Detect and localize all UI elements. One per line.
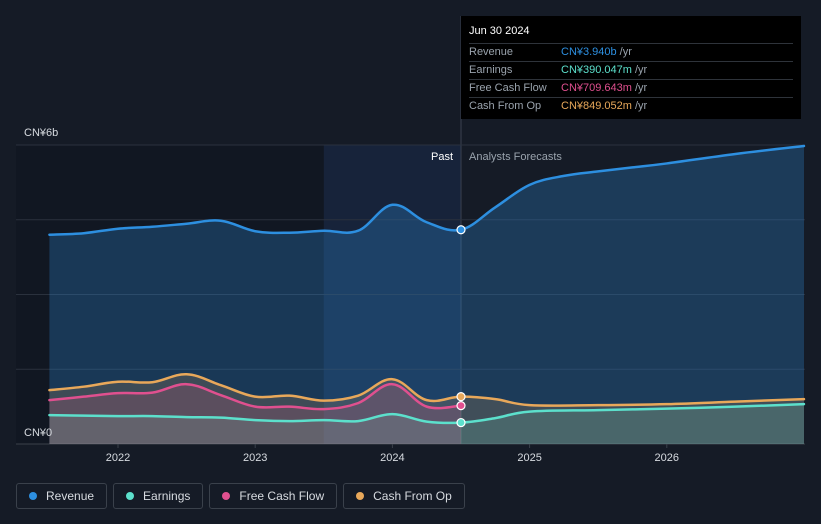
tooltip-row-unit: /yr	[634, 64, 648, 76]
legend-dot-icon	[29, 492, 37, 500]
tooltip-row-label: Earnings	[469, 64, 513, 76]
legend: Revenue Earnings Free Cash Flow Cash From O…	[16, 483, 465, 509]
y-label-bottom: CN¥0	[24, 427, 52, 439]
tooltip-row-value: CN¥849.052m	[561, 100, 632, 112]
earnings-area	[49, 404, 804, 444]
revenue-area	[49, 145, 804, 444]
revenue-line	[48, 144, 806, 236]
x-tick-label: 2026	[655, 452, 679, 464]
gridlines	[16, 144, 805, 445]
tooltip: Jun 30 2024 Revenue CN¥3.940b/yr Earnings C…	[461, 16, 801, 119]
series-areas	[49, 145, 804, 444]
legend-label: Revenue	[46, 489, 95, 503]
tooltip-row-unit: /yr	[619, 46, 632, 58]
free-cash-flow-area	[49, 384, 462, 444]
legend-item-free-cash-flow[interactable]: Free Cash Flow	[209, 483, 338, 509]
earnings-marker	[456, 417, 466, 428]
legend-dot-icon	[222, 492, 231, 500]
x-tick-label: 2024	[380, 452, 404, 464]
x-tick-label: 2022	[106, 452, 130, 464]
legend-dot-icon	[356, 492, 365, 500]
tooltip-row-value: CN¥390.047m	[561, 64, 632, 76]
legend-item-revenue[interactable]: Revenue	[16, 483, 108, 509]
tooltip-row: Cash From Op CN¥849.052m/yr	[469, 97, 793, 115]
tooltip-row: Revenue CN¥3.940b/yr	[469, 43, 793, 61]
legend-dot-icon	[126, 492, 135, 500]
free-cash-flow-marker	[456, 401, 466, 411]
cash-from-op-line	[48, 372, 806, 407]
tooltip-row: Earnings CN¥390.047m/yr	[469, 61, 793, 79]
tooltip-row-unit: /yr	[634, 100, 648, 112]
tooltip-row-label: Revenue	[469, 46, 514, 58]
x-tick-label: 2025	[517, 452, 541, 464]
legend-item-cash-from-op[interactable]: Cash From Op	[343, 483, 465, 509]
legend-item-earnings[interactable]: Earnings	[113, 483, 204, 509]
tooltip-date: Jun 30 2024	[469, 25, 530, 37]
x-axis: 2022 2023 2024 2025 2026	[106, 444, 679, 464]
earnings-line	[48, 402, 806, 425]
tooltip-row: Free Cash Flow CN¥709.643m/yr	[469, 79, 793, 97]
free-cash-flow-line	[48, 382, 463, 411]
legend-label: Cash From Op	[373, 489, 452, 503]
tooltip-row-label: Free Cash Flow	[469, 82, 547, 94]
tooltip-row-label: Cash From Op	[469, 100, 542, 112]
revenue-marker	[456, 225, 466, 235]
legend-label: Free Cash Flow	[239, 489, 325, 503]
past-label: Past	[431, 151, 453, 163]
tooltip-row-unit: /yr	[634, 82, 648, 94]
tooltip-row-value: CN¥3.940b	[561, 46, 617, 58]
cash-from-op-marker	[456, 392, 466, 402]
x-tick-label: 2023	[243, 452, 267, 464]
tooltip-row-value: CN¥709.643m	[561, 82, 632, 94]
y-label-top: CN¥6b	[24, 127, 58, 139]
legend-label: Earnings	[143, 489, 191, 503]
forecast-label: Analysts Forecasts	[469, 151, 562, 163]
cash-from-op-area	[49, 374, 804, 444]
series-lines	[48, 144, 806, 425]
series-markers	[456, 225, 466, 428]
